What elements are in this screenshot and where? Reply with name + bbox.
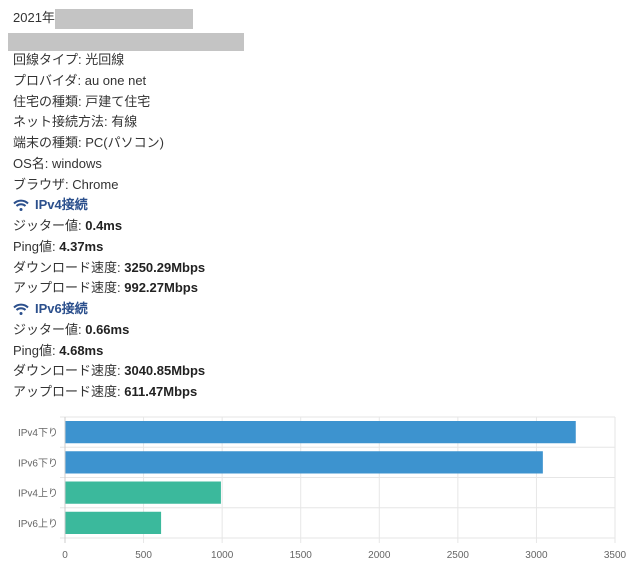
ipv4-heading: IPv4接続 xyxy=(13,195,88,215)
info-label: ブラウザ: xyxy=(13,176,73,192)
metric-row: Ping値: 4.68ms xyxy=(13,341,103,361)
section-title: IPv4接続 xyxy=(35,197,88,213)
bar xyxy=(65,511,162,534)
metric-value: 0.4ms xyxy=(85,218,123,233)
info-label: 回線タイプ: xyxy=(13,52,86,67)
x-tick-label: 3000 xyxy=(525,550,548,561)
info-value: Chrome xyxy=(72,176,119,192)
x-tick-label: 1500 xyxy=(290,550,313,561)
metric-value: 4.68ms xyxy=(59,342,104,358)
metric-value: 4.37ms xyxy=(59,238,104,254)
wifi-icon xyxy=(13,303,29,315)
metric-label: Ping値: xyxy=(13,238,60,254)
metric-value: 3040.85Mbps xyxy=(124,363,206,379)
redacted-line xyxy=(8,33,244,51)
y-tick-label: IPv4下り xyxy=(18,427,58,439)
bar xyxy=(65,421,576,444)
info-value: 光回線 xyxy=(85,52,125,67)
info-label: ネット接続方法: xyxy=(13,114,112,130)
info-value: PC(パソコン) xyxy=(85,135,164,150)
metric-label: アップロード速度: xyxy=(13,384,125,399)
metric-label: Ping値: xyxy=(13,342,60,358)
metric-label: ジッター値: xyxy=(13,321,86,337)
redacted-date xyxy=(54,8,193,29)
y-tick-label: IPv4上り xyxy=(18,488,58,500)
year: 2021年 xyxy=(13,10,55,25)
metric-value: 3250.29Mbps xyxy=(124,259,206,275)
info-row: 端末の種類: PC(パソコン) xyxy=(13,133,164,153)
date-line: 2021年 xyxy=(13,8,193,29)
bar xyxy=(65,481,221,504)
metric-value: 611.47Mbps xyxy=(124,384,198,399)
info-value: au one net xyxy=(84,72,147,88)
x-tick-label: 3500 xyxy=(604,550,627,561)
metric-row: ダウンロード速度: 3250.29Mbps xyxy=(13,258,205,278)
x-tick-label: 2500 xyxy=(447,550,470,561)
metric-row: ジッター値: 0.66ms xyxy=(13,320,129,340)
info-value: 有線 xyxy=(111,114,138,130)
y-tick-label: IPv6上り xyxy=(18,518,58,530)
metric-label: ダウンロード速度: xyxy=(13,363,125,379)
info-label: 住宅の種類: xyxy=(13,93,86,109)
info-row: 回線タイプ: 光回線 xyxy=(13,50,124,70)
x-tick-label: 2000 xyxy=(368,550,391,561)
x-tick-label: 1000 xyxy=(211,550,234,561)
metric-label: ジッター値: xyxy=(13,218,86,233)
info-value: windows xyxy=(52,155,102,171)
x-tick-label: 0 xyxy=(62,550,68,561)
metric-row: ダウンロード速度: 3040.85Mbps xyxy=(13,361,205,381)
info-row: 住宅の種類: 戸建て住宅 xyxy=(13,92,150,112)
info-row: ネット接続方法: 有線 xyxy=(13,112,137,132)
speed-chart: 0 500 1000 1500 2000 2500 3000 3500 IPv4下り IPv6下り… xyxy=(18,416,627,561)
metric-label: ダウンロード速度: xyxy=(13,259,125,275)
info-row: プロバイダ: au one net xyxy=(13,71,146,91)
info-label: プロバイダ: xyxy=(13,72,85,88)
wifi-icon xyxy=(13,199,29,212)
info-row: ブラウザ: Chrome xyxy=(13,175,118,195)
info-value: 戸建て住宅 xyxy=(85,93,151,109)
metric-label: アップロード速度: xyxy=(13,280,125,296)
bar xyxy=(65,451,543,474)
x-tick-label: 500 xyxy=(135,550,152,561)
y-tick-label: IPv6下り xyxy=(18,457,58,469)
ipv6-heading: IPv6接続 xyxy=(13,299,88,319)
info-row: OS名: windows xyxy=(13,154,102,174)
metric-value: 0.66ms xyxy=(85,321,130,337)
metric-row: ジッター値: 0.4ms xyxy=(13,216,122,236)
metric-row: アップロード速度: 611.47Mbps xyxy=(13,382,197,402)
metric-row: Ping値: 4.37ms xyxy=(13,237,103,257)
metric-value: 992.27Mbps xyxy=(124,280,198,296)
metric-row: アップロード速度: 992.27Mbps xyxy=(13,278,198,298)
info-label: 端末の種類: xyxy=(13,135,86,150)
info-label: OS名: xyxy=(13,155,53,171)
section-title: IPv6接続 xyxy=(35,301,88,316)
